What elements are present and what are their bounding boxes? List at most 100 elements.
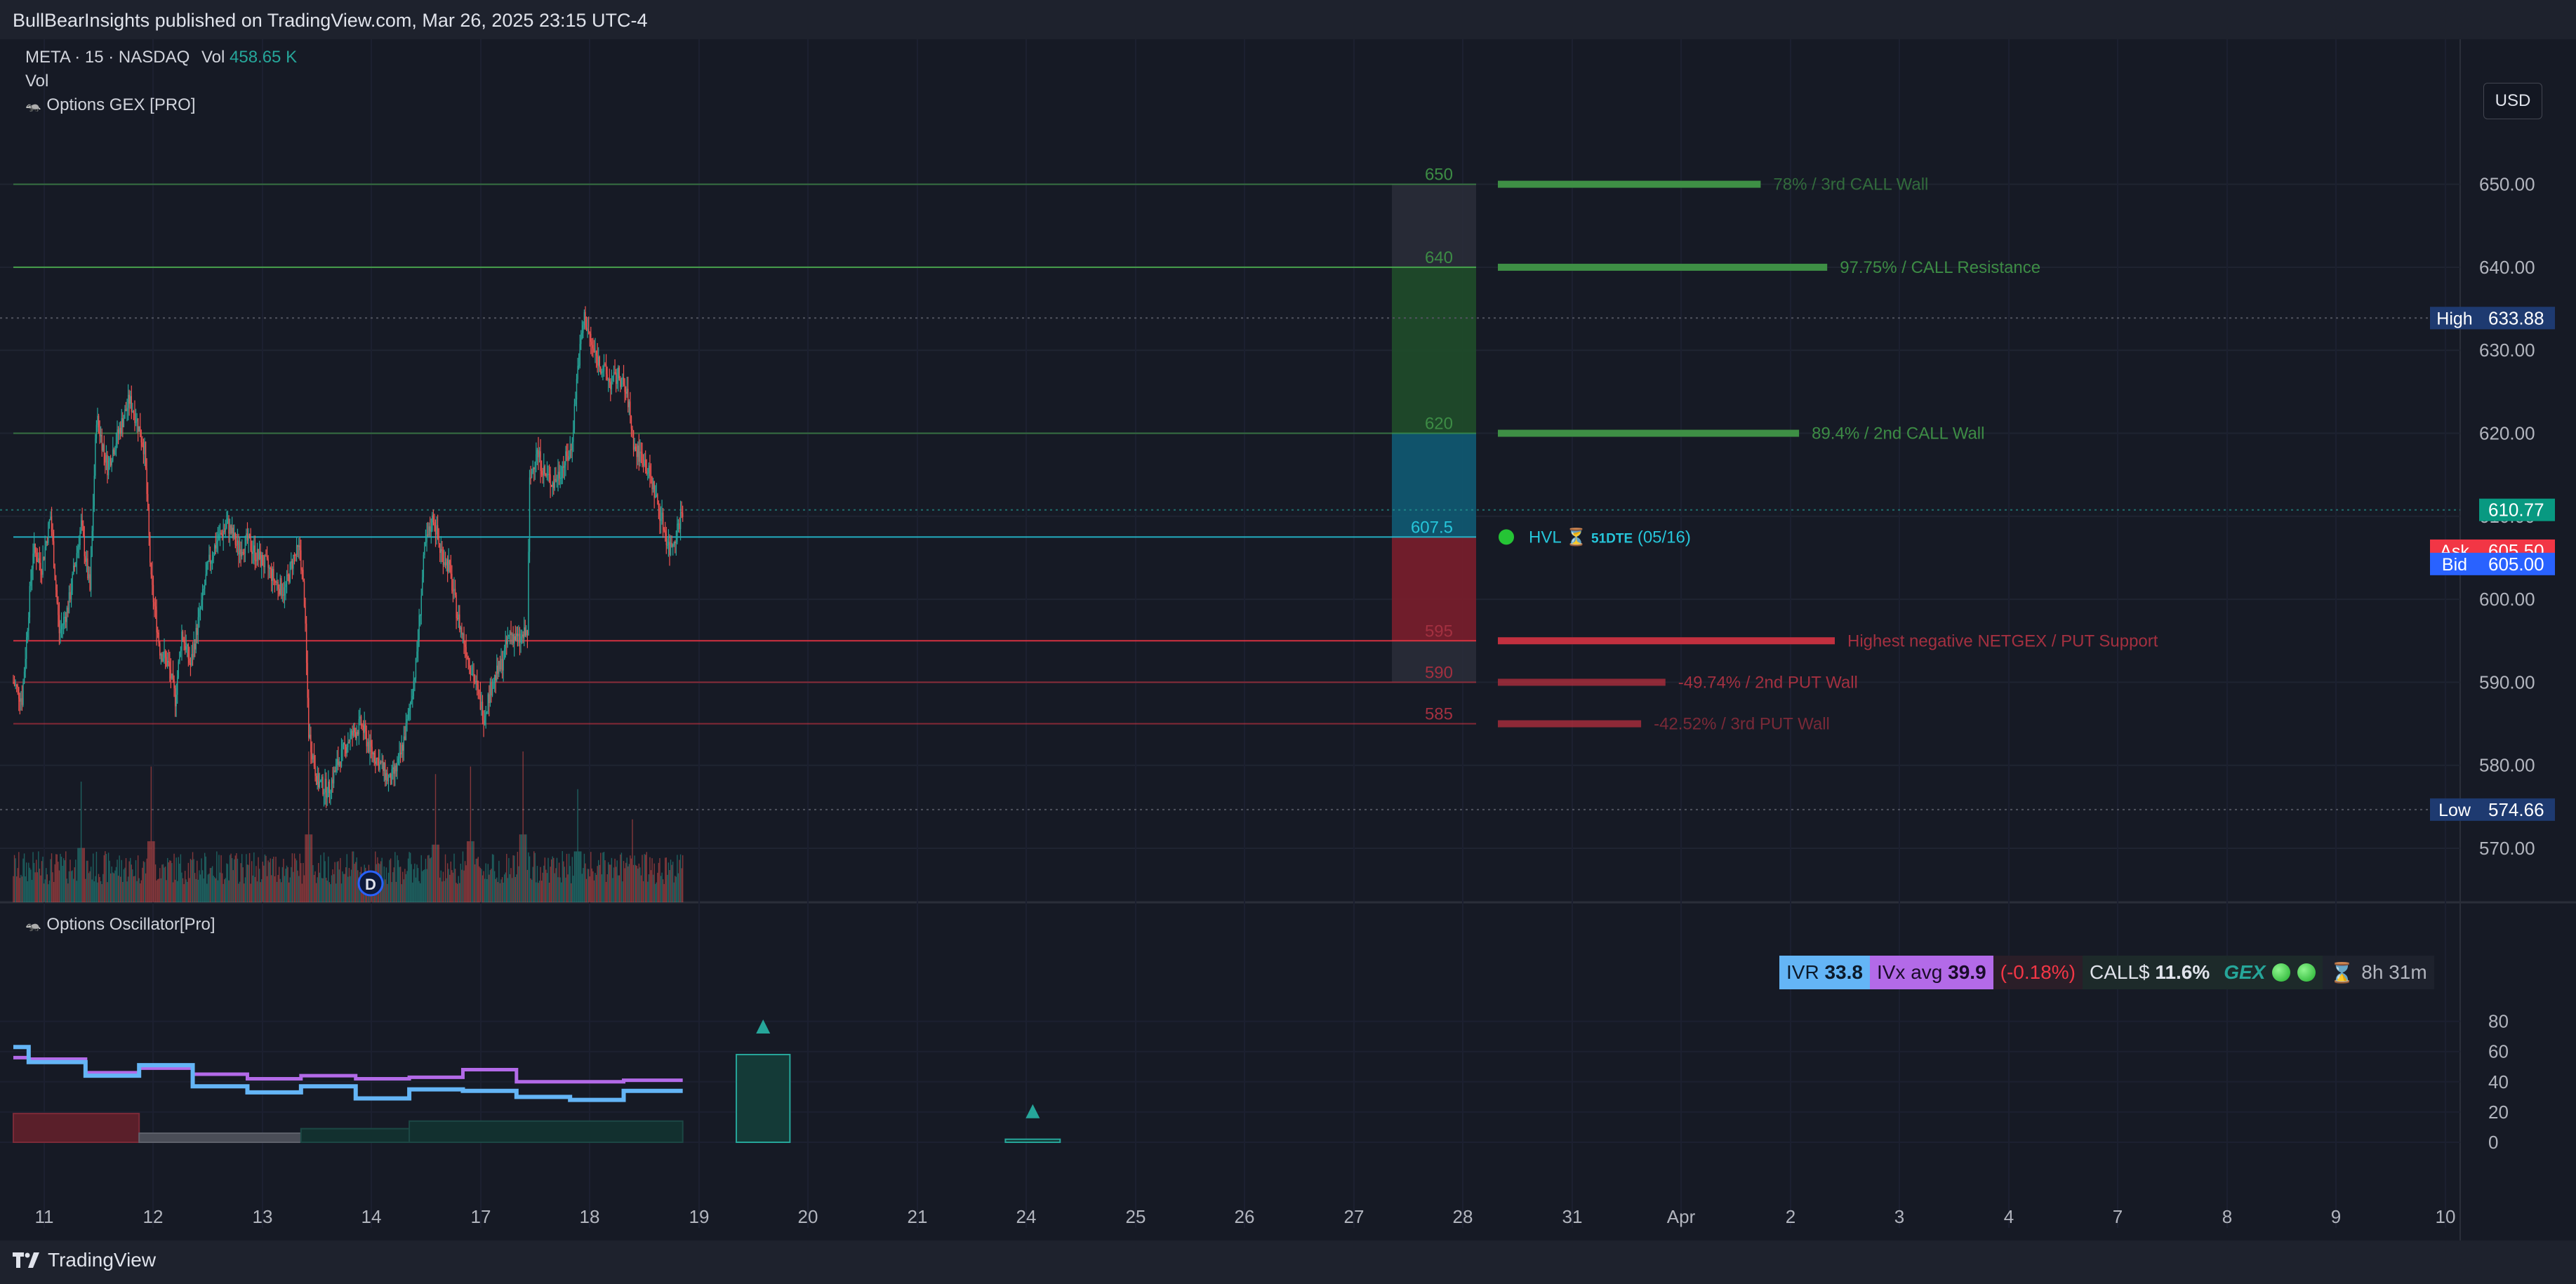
volume-bar — [244, 877, 246, 902]
candle-body — [328, 781, 331, 794]
candle-body — [547, 474, 549, 475]
candle-body — [133, 411, 135, 414]
tradingview-logo-icon — [13, 1252, 39, 1268]
candle-body — [545, 474, 547, 476]
strength-bar-650 — [1498, 180, 1761, 188]
candle-body — [531, 472, 533, 478]
candle-body — [218, 534, 220, 540]
candle-body — [195, 627, 197, 650]
candle-body — [226, 523, 227, 528]
grid-lines — [0, 39, 2576, 1240]
volume-bar — [555, 868, 557, 902]
candle-body — [576, 379, 578, 400]
candle-body — [449, 560, 451, 565]
volume-bar — [258, 869, 260, 902]
candle-body — [508, 634, 510, 637]
volume-bar — [177, 881, 178, 902]
volume-bar — [105, 853, 107, 902]
time-tick-label: 20 — [798, 1206, 818, 1227]
candle-body — [359, 716, 361, 719]
candle-body — [75, 562, 77, 567]
chart-svg[interactable]: 650 78% / 3rd CALL Wall 640 97.75% / CALL R… — [0, 39, 2576, 1240]
candle-body — [295, 554, 296, 556]
candle-body — [481, 702, 482, 710]
volume-bar — [451, 870, 453, 902]
candle-body — [530, 477, 531, 479]
volume-bar — [581, 874, 583, 902]
candle-body — [385, 773, 387, 780]
volume-bar — [131, 864, 132, 902]
time-tick-label: 17 — [471, 1206, 491, 1227]
volume-bar — [632, 864, 635, 902]
volume-bar — [534, 852, 536, 902]
volume-bar — [623, 861, 625, 902]
candle-body — [216, 541, 218, 549]
tradingview-brand[interactable]: TradingView — [13, 1249, 156, 1271]
volume-bar — [138, 878, 140, 902]
volume-bar — [397, 860, 399, 902]
candle-body — [524, 627, 526, 636]
vol-sub-legend[interactable]: Vol — [25, 72, 48, 91]
candle-body — [60, 625, 62, 630]
candle-body — [416, 651, 418, 658]
time-tick-label: 18 — [580, 1206, 600, 1227]
volume-bar — [668, 862, 670, 902]
candle-body — [287, 574, 288, 576]
volume-bar — [218, 855, 220, 902]
volume-bar — [630, 858, 632, 902]
volume-bar — [575, 851, 576, 902]
candle-body — [552, 482, 553, 487]
signal-triangle-icon — [756, 1019, 771, 1034]
volume-bar — [336, 862, 338, 902]
volume-bar — [456, 883, 458, 902]
candle-body — [498, 660, 500, 674]
currency-button[interactable]: USD — [2483, 83, 2542, 119]
candle-body — [303, 581, 305, 607]
candle-body — [185, 646, 187, 650]
volume-bar — [516, 874, 517, 902]
candle-body — [602, 371, 604, 373]
candle-body — [380, 761, 382, 763]
candle-body — [514, 636, 516, 640]
candle-body — [483, 720, 484, 725]
volume-bar — [418, 881, 420, 902]
candle-body — [209, 554, 211, 564]
volume-bar — [540, 881, 543, 902]
candle-body — [647, 473, 649, 474]
volume-bar — [508, 857, 510, 902]
time-tick-label: 19 — [689, 1206, 710, 1227]
symbol-legend[interactable]: META · 15 · NASDAQ Vol 458.65 K — [25, 48, 297, 67]
candle-body — [191, 654, 192, 666]
volume-bar — [197, 879, 199, 902]
volume-bar — [145, 873, 147, 902]
volume-bar — [606, 874, 608, 902]
volume-bar — [602, 852, 604, 902]
candle-body — [39, 558, 41, 563]
candle-body — [315, 775, 317, 785]
candle-body — [283, 594, 284, 596]
candle-body — [571, 441, 573, 450]
volume-bar — [328, 882, 331, 902]
candle-body — [430, 530, 432, 532]
candle-body — [338, 761, 340, 765]
chart-area[interactable]: 650 78% / 3rd CALL Wall 640 97.75% / CALL R… — [0, 39, 2576, 1240]
candle-body — [201, 589, 204, 600]
candle-body — [15, 684, 18, 686]
candle-body — [665, 534, 668, 545]
candle-body — [214, 545, 215, 556]
volume-bar — [625, 862, 627, 902]
candle-body — [658, 504, 660, 509]
volume-bar — [432, 844, 434, 902]
hvl-date: (05/16) — [1633, 528, 1691, 547]
candle-body — [446, 559, 449, 572]
zone-595-590 — [1392, 641, 1476, 683]
gex-indicator-legend[interactable]: 🦡 Options GEX [PRO] — [25, 95, 196, 115]
volume-bar — [263, 865, 265, 902]
timer-badge: ⌛ 8h 31m — [2323, 956, 2434, 989]
zone-650-640 — [1392, 184, 1476, 267]
volume-bar — [192, 852, 194, 902]
volume-bar — [62, 858, 65, 902]
candle-body — [391, 769, 392, 784]
oscillator-legend[interactable]: 🦡 Options Oscillator[Pro] — [25, 915, 215, 935]
volume-bar — [85, 878, 86, 902]
